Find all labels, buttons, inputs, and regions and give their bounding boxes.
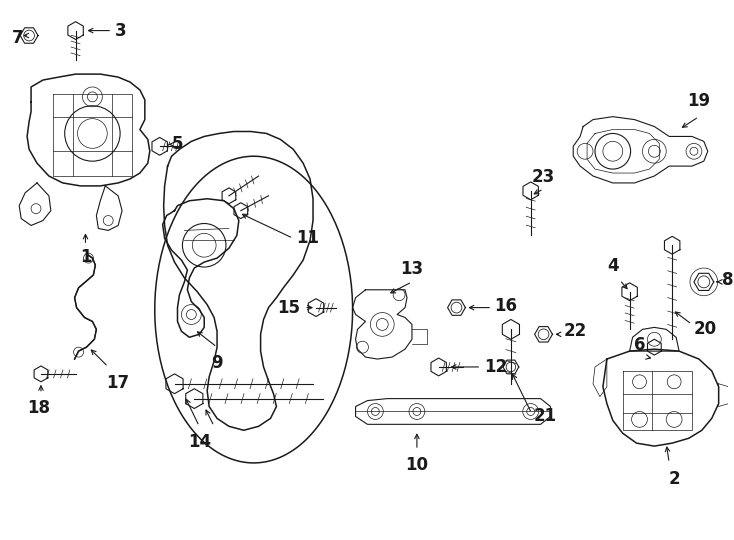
Text: 18: 18 (27, 399, 51, 417)
Text: 13: 13 (401, 260, 424, 278)
Text: 16: 16 (494, 296, 517, 315)
Text: 15: 15 (277, 299, 300, 316)
Text: 12: 12 (484, 358, 507, 376)
Text: 5: 5 (172, 136, 183, 153)
Text: 1: 1 (80, 248, 91, 266)
Text: 19: 19 (687, 92, 711, 110)
Text: 14: 14 (188, 433, 211, 451)
Text: 17: 17 (106, 374, 130, 392)
Text: 22: 22 (563, 322, 586, 340)
Text: 9: 9 (211, 354, 223, 372)
Text: 8: 8 (722, 271, 733, 289)
Text: 3: 3 (115, 22, 127, 39)
Text: 20: 20 (694, 320, 717, 339)
Text: 6: 6 (633, 336, 645, 354)
Text: 2: 2 (669, 470, 680, 488)
Text: 23: 23 (532, 168, 555, 186)
Text: 10: 10 (405, 456, 429, 474)
Text: 7: 7 (12, 29, 23, 46)
Text: 11: 11 (297, 230, 319, 247)
Text: 4: 4 (607, 257, 619, 275)
Text: 21: 21 (534, 407, 557, 426)
